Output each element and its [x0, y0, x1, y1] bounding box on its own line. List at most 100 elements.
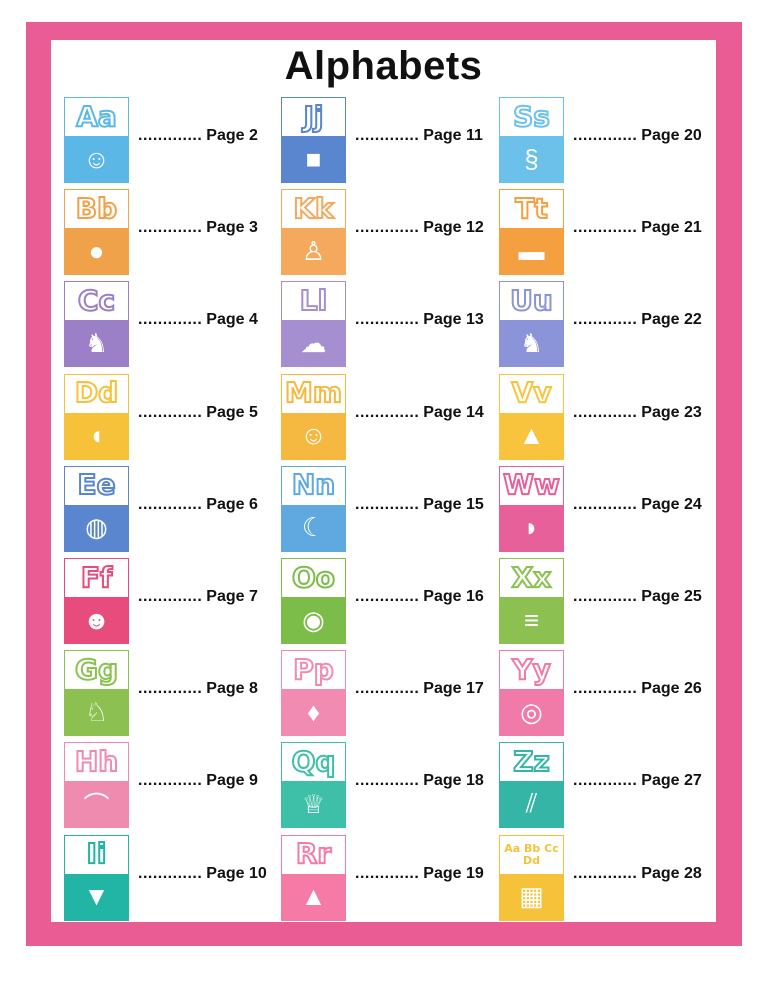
toc-entry[interactable]: Cc ♞ ............. Page 4 — [64, 281, 274, 368]
toc-entry[interactable]: Dd ◖ ............. Page 5 — [64, 373, 274, 460]
frog-icon: ☻ — [65, 597, 128, 643]
page-number: Page 25 — [641, 588, 702, 605]
page-border: Alphabets Aa ☺ ............. Page 2 Bb ● … — [26, 22, 742, 946]
page-reference: ............. Page 6 — [138, 496, 258, 514]
toc-entry[interactable]: Uu ♞ ............. Page 22 — [499, 281, 709, 368]
letter-card: Nn ☾ — [281, 465, 346, 552]
toc-entry[interactable]: Qq ♕ ............. Page 18 — [281, 742, 491, 829]
letter-card-letters: Hh — [74, 744, 119, 778]
toc-entry[interactable]: Ss § ............. Page 20 — [499, 97, 709, 183]
letter-card-letters: Pp — [292, 652, 335, 686]
page-number: Page 16 — [423, 588, 484, 605]
letter-card: Ii ▼ — [64, 834, 129, 921]
toc-entry[interactable]: Xx ≡ ............. Page 25 — [499, 558, 709, 644]
page-reference: ............. Page 14 — [355, 404, 484, 422]
leader-dots: ............. — [138, 588, 203, 605]
page-reference: ............. Page 11 — [355, 127, 483, 145]
leader-dots: ............. — [573, 311, 638, 329]
letter-card-letters: Ll — [299, 283, 328, 317]
toc-entry[interactable]: Ii ▼ ............. Page 10 — [64, 834, 274, 921]
toc-entry[interactable]: Yy ◎ ............. Page 26 — [499, 650, 709, 737]
page-reference: ............. Page 12 — [355, 219, 484, 237]
toc-entry[interactable]: Rr ▲ ............. Page 19 — [281, 834, 491, 921]
toc-entry[interactable]: Vv ▲ ............. Page 23 — [499, 373, 709, 460]
zipper-icon: ⫽ — [500, 781, 563, 828]
letter-card: Zz ⫽ — [499, 742, 564, 829]
toc-entry[interactable]: Gg ♘ ............. Page 8 — [64, 650, 274, 737]
earth-icon: ◍ — [65, 504, 128, 551]
giraffe-icon: ♘ — [65, 689, 128, 736]
letter-card: Cc ♞ — [64, 281, 129, 368]
whale-icon: ◗ — [500, 504, 563, 551]
letter-card-letters: Vv — [511, 376, 553, 410]
toc-entry[interactable]: Jj ■ ............. Page 11 — [281, 97, 491, 183]
toc-entry[interactable]: Zz ⫽ ............. Page 27 — [499, 742, 709, 829]
letter-card: Uu ♞ — [499, 281, 564, 368]
page-reference: ............. Page 20 — [573, 127, 702, 145]
page-number: Page 9 — [206, 772, 258, 790]
page-reference: ............. Page 2 — [138, 127, 258, 145]
toc-entry[interactable]: Mm ☺ ............. Page 14 — [281, 373, 491, 460]
letter-card: Xx ≡ — [499, 558, 564, 644]
leader-dots: ............. — [355, 495, 420, 513]
letter-card: Mm ☺ — [281, 373, 346, 460]
letter-card: Rr ▲ — [281, 834, 346, 921]
toc-entry[interactable]: Kk ♙ ............. Page 12 — [281, 189, 491, 276]
toc-entry[interactable]: Oo ◉ ............. Page 16 — [281, 558, 491, 644]
hat-icon: ⌒ — [65, 781, 128, 828]
letter-card: Ee ◍ — [64, 465, 129, 552]
letter-card-letters: Ss — [512, 99, 551, 133]
letter-card-letters: Oo — [291, 560, 336, 594]
leader-dots: ............. — [355, 311, 420, 329]
toc-entry[interactable]: Ww ◗ ............. Page 24 — [499, 465, 709, 552]
page-number: Page 5 — [206, 403, 258, 421]
train-icon: ▬ — [500, 228, 563, 275]
letter-card: Yy ◎ — [499, 650, 564, 737]
alphabet-collage-icon: ▦ — [500, 873, 563, 920]
toc-entry[interactable]: Ff ☻ ............. Page 7 — [64, 558, 274, 644]
toc-entry[interactable]: Ll ☁ ............. Page 13 — [281, 281, 491, 368]
toc-entry[interactable]: Ee ◍ ............. Page 6 — [64, 465, 274, 552]
yoyo-icon: ◎ — [500, 689, 563, 736]
page-reference: ............. Page 19 — [355, 865, 484, 883]
leader-dots: ............. — [355, 772, 420, 790]
leader-dots: ............. — [573, 403, 638, 421]
letter-card: Tt ▬ — [499, 189, 564, 276]
page-reference: ............. Page 4 — [138, 311, 258, 329]
page-number: Page 24 — [641, 495, 702, 513]
leader-dots: ............. — [355, 219, 420, 237]
page-reference: ............. Page 5 — [138, 404, 258, 422]
toc-entry[interactable]: Aa ☺ ............. Page 2 — [64, 97, 274, 183]
page-number: Page 23 — [641, 403, 702, 421]
page-number: Page 18 — [423, 772, 484, 790]
letter-card-letters: Uu — [509, 283, 554, 317]
leader-dots: ............. — [355, 864, 420, 882]
toc-entry[interactable]: Nn ☾ ............. Page 15 — [281, 465, 491, 552]
toc-entry[interactable]: Aa Bb Cc Dd ▦ ............. Page 28 — [499, 834, 709, 921]
toc-entry[interactable]: Hh ⌒ ............. Page 9 — [64, 742, 274, 829]
leader-dots: ............. — [355, 127, 420, 144]
letter-card-letters: Jj — [302, 99, 324, 133]
page-reference: ............. Page 22 — [573, 311, 702, 329]
unicorn-icon: ♞ — [500, 320, 563, 367]
volcano-icon: ▲ — [500, 412, 563, 459]
xylophone-icon: ≡ — [500, 597, 563, 643]
page-number: Page 3 — [206, 219, 258, 237]
toc-entry[interactable]: Bb ● ............. Page 3 — [64, 189, 274, 276]
letter-card: Ll ☁ — [281, 281, 346, 368]
page-reference: ............. Page 8 — [138, 680, 258, 698]
duck-icon: ◖ — [65, 412, 128, 459]
page-number: Page 13 — [423, 311, 484, 329]
letter-card: Pp ♦ — [281, 650, 346, 737]
toc-entry[interactable]: Tt ▬ ............. Page 21 — [499, 189, 709, 276]
letter-card-letters: Gg — [74, 652, 119, 686]
letter-card-letters: Nn — [291, 468, 336, 502]
page-reference: ............. Page 15 — [355, 496, 484, 514]
letter-card-letters: Yy — [511, 652, 552, 686]
toc-entry[interactable]: Pp ♦ ............. Page 17 — [281, 650, 491, 737]
letter-card-letters: Cc — [77, 283, 116, 317]
letter-card-letters: Bb — [75, 191, 118, 225]
leader-dots: ............. — [138, 403, 203, 421]
letter-card: Ww ◗ — [499, 465, 564, 552]
jam-icon: ■ — [282, 136, 345, 182]
